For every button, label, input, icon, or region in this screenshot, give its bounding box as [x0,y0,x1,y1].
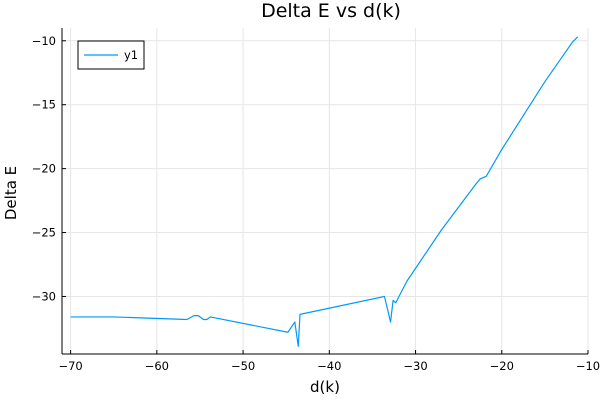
y-tick-label: −30 [32,289,56,303]
y-axis-label: Delta E [2,166,20,220]
y-tick-label: −20 [32,162,56,176]
axes [61,28,588,355]
y-tick-label: −15 [32,98,56,112]
ticks: −70 −60 −50 −40 −30 −20 −10 −30 −25 −20 −15 −10 [32,34,600,373]
x-axis-label: d(k) [310,378,340,396]
x-tick-label: −10 [576,359,600,373]
legend-label-y1: y1 [124,48,138,62]
series-line-y1 [70,36,579,347]
x-tick-label: −20 [490,359,514,373]
y-tick-label: −25 [32,226,56,240]
x-tick-label: −30 [403,359,427,373]
y-tick-label: −10 [32,34,56,48]
legend: y1 [77,40,145,70]
chart-title: Delta E vs d(k) [261,0,401,22]
x-tick-label: −40 [317,359,341,373]
series-lines [70,36,579,347]
x-tick-label: −50 [231,359,255,373]
x-tick-label: −70 [58,359,82,373]
x-tick-label: −60 [145,359,169,373]
grid-lines [62,28,589,354]
